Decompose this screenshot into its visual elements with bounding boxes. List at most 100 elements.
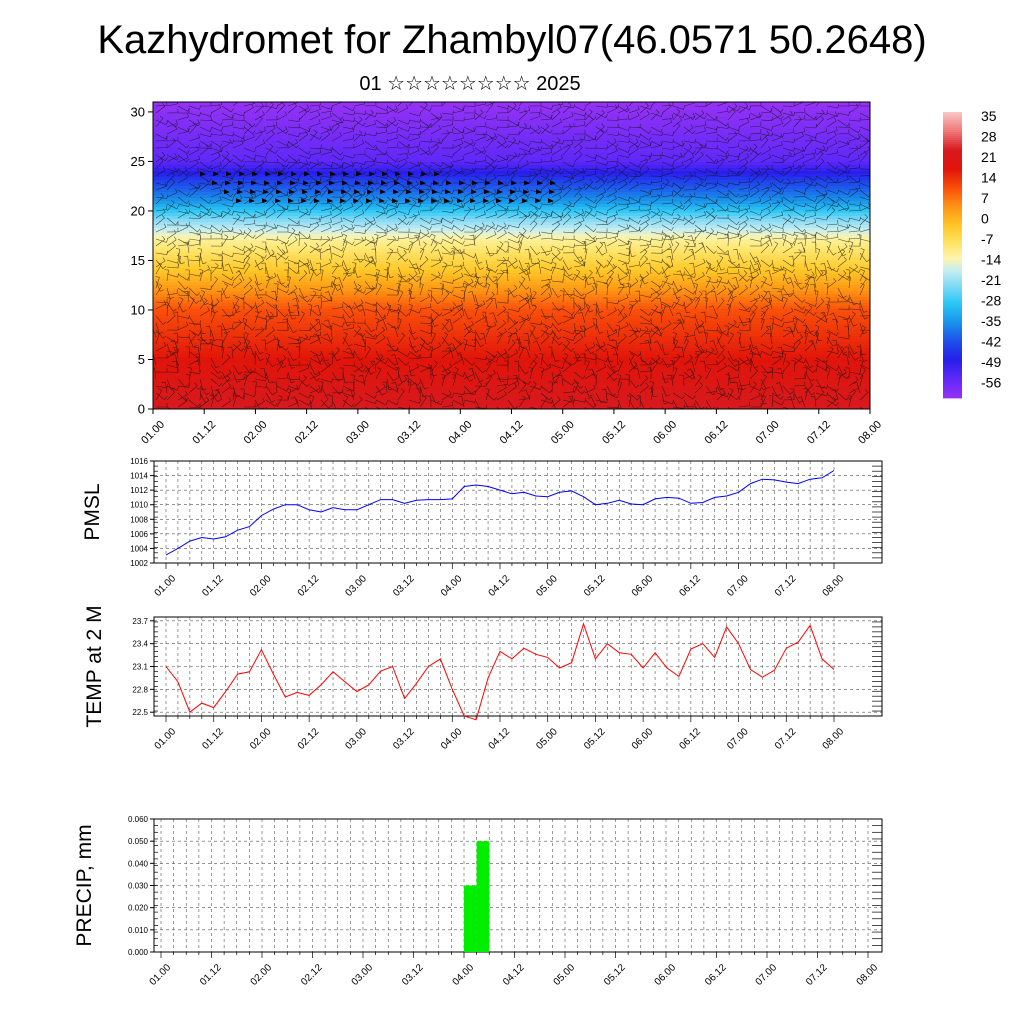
wind-barb	[210, 242, 223, 247]
wind-barb	[650, 177, 663, 184]
wind-barb	[518, 211, 531, 219]
wind-barb	[628, 361, 638, 373]
wind-barb	[683, 294, 696, 301]
wind-barb	[434, 249, 443, 261]
wind-barb	[331, 118, 343, 128]
wind-barb	[210, 251, 223, 256]
wind-barb	[584, 304, 591, 317]
wind-barb	[430, 161, 443, 168]
wind-barb	[397, 252, 409, 262]
wind-barb	[551, 399, 561, 409]
wind-barb	[547, 346, 553, 359]
wind-barb	[661, 231, 674, 239]
wind-flag	[342, 180, 348, 186]
wind-barb	[661, 178, 670, 191]
wind-barb	[738, 215, 749, 226]
temperature-band	[153, 138, 870, 142]
wind-barb	[287, 154, 300, 163]
wind-barb	[738, 273, 750, 282]
wind-barb	[474, 102, 487, 107]
wind-barb	[195, 353, 201, 366]
wind-flag	[379, 198, 385, 204]
wind-barb	[617, 203, 629, 212]
colorbar-swatch	[943, 290, 962, 293]
wind-barb	[441, 390, 452, 401]
wind-barb	[650, 109, 660, 121]
wind-flag	[523, 189, 529, 195]
wind-barb	[760, 305, 769, 317]
wind-barb	[243, 284, 253, 296]
wind-barb	[539, 353, 544, 366]
wind-barb	[858, 360, 864, 373]
wind-flag	[392, 198, 398, 204]
wind-barb	[595, 343, 608, 352]
wind-barb	[716, 107, 729, 114]
wind-barb	[837, 140, 849, 149]
wind-barb	[210, 152, 221, 163]
wind-barb	[771, 233, 784, 240]
wind-barb	[804, 196, 817, 203]
wind-barb	[188, 119, 200, 128]
wind-barb	[837, 161, 850, 169]
wind-barb	[265, 208, 276, 219]
wind-barb	[606, 343, 619, 349]
wind-barb	[639, 152, 652, 158]
wind-barb	[177, 240, 190, 247]
wind-barb	[606, 138, 617, 149]
wind-barb	[771, 168, 784, 175]
wind-barb	[375, 119, 388, 127]
wind-barb	[661, 198, 674, 205]
colorbar-label: 21	[981, 149, 997, 165]
wind-barb	[769, 318, 775, 331]
wind-barb	[254, 259, 264, 271]
wind-barb	[320, 130, 331, 142]
colorbar-swatch	[943, 358, 962, 361]
wind-barb	[194, 255, 201, 268]
wind-barb	[468, 367, 476, 380]
wind-barb	[177, 223, 189, 233]
wind-barb	[582, 276, 587, 289]
wind-barb	[837, 346, 845, 359]
temperature-panel: 22.522.823.123.423.701.00 01.12 02.00 02.12…	[83, 605, 883, 752]
wind-barb	[375, 196, 388, 205]
wind-barb	[155, 383, 168, 389]
wind-barb	[463, 140, 476, 147]
wind-barb	[276, 125, 288, 135]
wind-barb	[232, 343, 245, 352]
wind-barb	[430, 294, 442, 305]
wind-barb	[606, 157, 619, 163]
wind-barb	[694, 353, 700, 366]
wind-barb	[793, 147, 806, 152]
wind-barb	[485, 133, 498, 141]
wind-barb	[650, 172, 663, 177]
wind-flag	[200, 171, 206, 177]
wind-barb	[496, 380, 509, 387]
wind-barb	[551, 212, 564, 219]
wind-barb	[375, 229, 388, 234]
wind-barb	[804, 273, 817, 279]
wind-barb	[451, 374, 457, 387]
wind-barb	[364, 392, 377, 399]
wind-barb	[419, 378, 429, 390]
wind-barb	[661, 263, 670, 275]
wind-barb	[485, 374, 493, 387]
wind-barb	[232, 183, 244, 191]
wind-barb	[793, 210, 806, 217]
colorbar-swatch	[943, 162, 962, 165]
wind-barb	[397, 140, 410, 148]
wind-barb	[616, 374, 622, 387]
colorbar-swatch	[943, 278, 962, 281]
wind-flag	[329, 180, 335, 186]
wind-barb	[804, 211, 817, 219]
wind-barb	[452, 336, 464, 346]
wind-barb	[716, 206, 729, 212]
wind-barb	[804, 112, 817, 120]
wind-barb	[540, 292, 551, 303]
wind-barb	[760, 223, 772, 233]
wind-barb	[793, 249, 802, 261]
wind-barb	[826, 199, 835, 212]
wind-barb	[408, 304, 413, 317]
wind-barb	[298, 374, 307, 387]
wind-barb	[749, 135, 762, 142]
wind-barb	[837, 217, 850, 223]
